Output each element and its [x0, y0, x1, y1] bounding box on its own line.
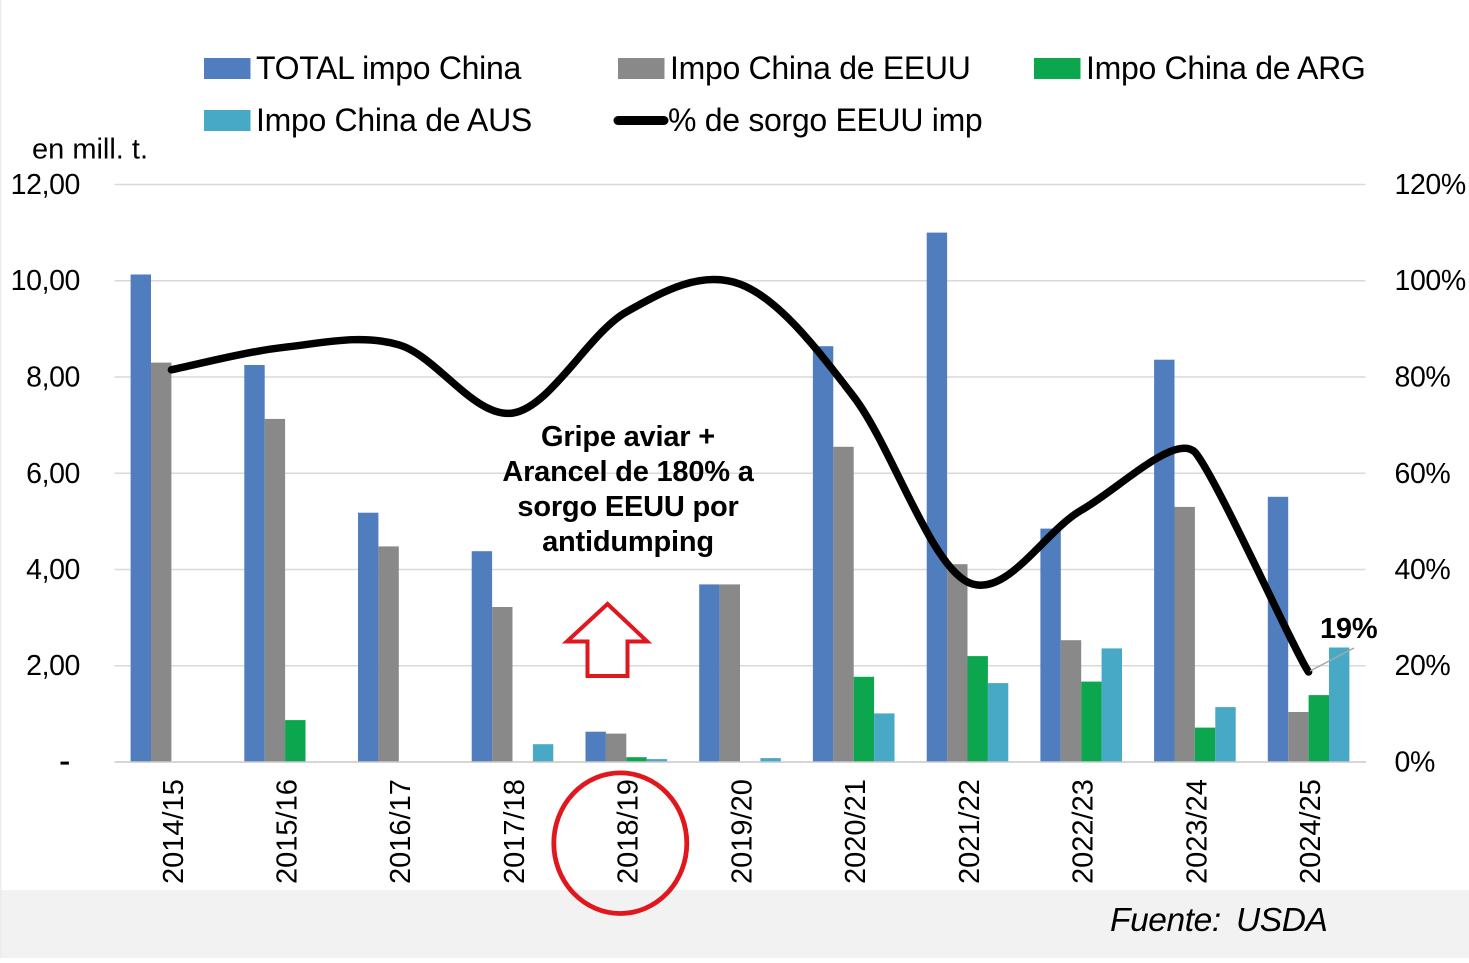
svg-text:2023/24: 2023/24 [1181, 779, 1213, 884]
svg-text:19%: 19% [1320, 613, 1378, 645]
svg-text:8,00: 8,00 [26, 362, 80, 394]
svg-text:120%: 120% [1395, 169, 1466, 201]
svg-text:60%: 60% [1395, 458, 1451, 490]
svg-text:sorgo EEUU por: sorgo EEUU por [517, 491, 738, 523]
svg-text:antidumping: antidumping [542, 526, 714, 558]
svg-text:80%: 80% [1395, 362, 1451, 394]
svg-text:2021/22: 2021/22 [954, 779, 986, 884]
svg-text:Arancel de 180% a: Arancel de 180% a [502, 456, 754, 488]
svg-text:en mill. t.: en mill. t. [32, 134, 148, 166]
svg-text:2016/17: 2016/17 [385, 779, 417, 884]
svg-text:4,00: 4,00 [26, 554, 80, 586]
svg-text:2015/16: 2015/16 [272, 779, 304, 884]
svg-text:2022/23: 2022/23 [1068, 779, 1100, 884]
svg-text:Fuente: USDA: Fuente: USDA [1110, 902, 1328, 939]
svg-text:% de sorgo EEUU imp: % de sorgo EEUU imp [668, 102, 982, 138]
svg-text:6,00: 6,00 [26, 458, 80, 490]
svg-text:2019/20: 2019/20 [726, 779, 758, 884]
svg-text:0%: 0% [1395, 747, 1435, 779]
svg-text:2020/21: 2020/21 [840, 779, 872, 884]
svg-text:2014/15: 2014/15 [158, 779, 190, 884]
svg-text:Impo China de ARG: Impo China de ARG [1086, 50, 1366, 86]
svg-text:TOTAL impo China: TOTAL impo China [256, 50, 521, 86]
svg-text:Gripe aviar +: Gripe aviar + [541, 421, 715, 453]
svg-text:100%: 100% [1395, 265, 1466, 297]
svg-text:10,00: 10,00 [11, 265, 80, 297]
svg-text:Impo China de AUS: Impo China de AUS [256, 102, 532, 138]
svg-text:20%: 20% [1395, 650, 1451, 682]
svg-text:2,00: 2,00 [26, 650, 80, 682]
svg-text:Impo China de EEUU: Impo China de EEUU [670, 50, 971, 86]
svg-text:2024/25: 2024/25 [1295, 779, 1327, 884]
svg-text:2017/18: 2017/18 [499, 779, 531, 884]
svg-text:12,00: 12,00 [11, 169, 80, 201]
svg-text:2018/19: 2018/19 [613, 779, 645, 884]
svg-text:40%: 40% [1395, 554, 1451, 586]
